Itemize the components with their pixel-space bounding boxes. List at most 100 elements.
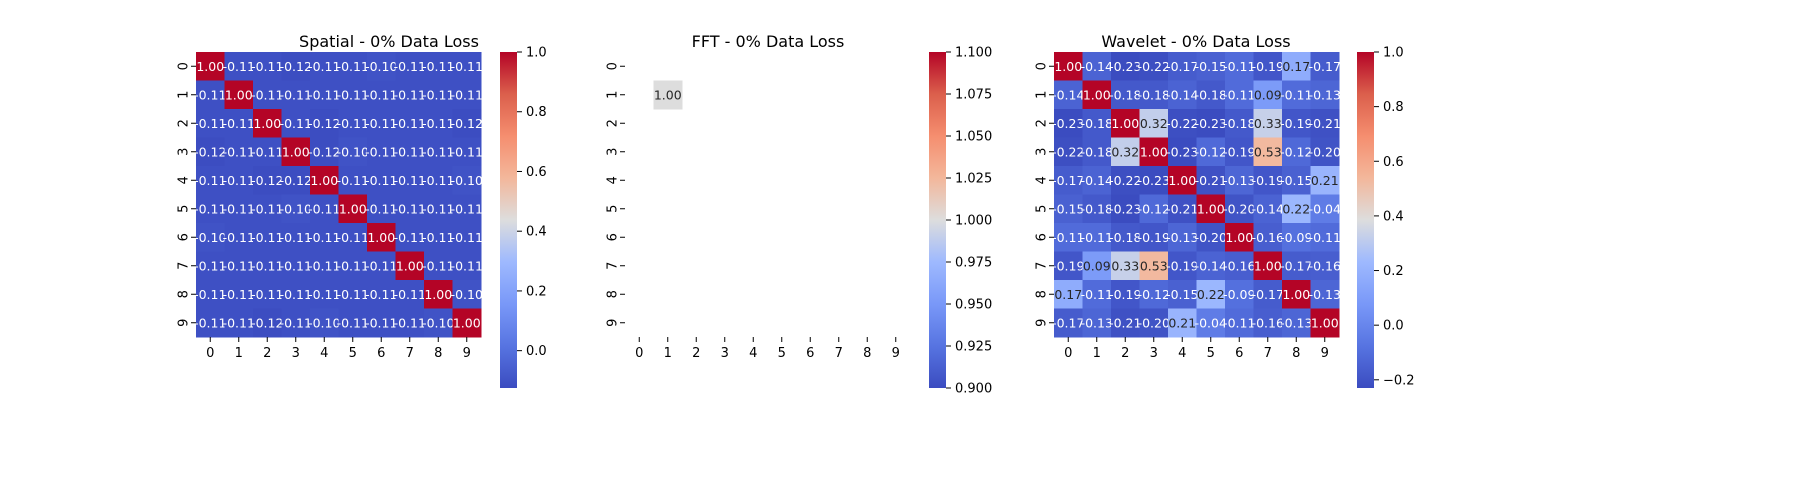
spatial-cell-r1-c2 [253, 80, 282, 110]
spatial-cell-r5-c6 [367, 194, 396, 224]
fft-cell-r1-c1 [653, 80, 683, 110]
wavelet-cell-label: 0.22 [1197, 287, 1225, 302]
spatial-colorbar-tick-label: 1.0 [526, 46, 547, 61]
spatial-cell-r1-c3 [281, 80, 311, 110]
spatial-cell-label: 1.00 [253, 116, 281, 131]
spatial-y-tick-label: 7 [177, 262, 192, 270]
wavelet-cell-label: -0.19 [1280, 116, 1312, 131]
wavelet-cell-r4-c8 [1282, 166, 1311, 195]
fft-x-tick-label: 7 [835, 346, 843, 361]
spatial-cell-label: -0.11 [394, 116, 426, 131]
fft-colorbar-tick-label: 1.025 [955, 172, 992, 187]
wavelet-cell-label: -0.17 [1252, 287, 1284, 302]
wavelet-cell-label: -0.11 [1223, 87, 1255, 102]
fft-colorbar-tick-label: 1.000 [955, 214, 992, 229]
wavelet-cell-label: -0.17 [1052, 315, 1084, 330]
wavelet-cell-label: -0.16 [1252, 230, 1284, 245]
wavelet-cell-label: 0.17 [1282, 59, 1310, 74]
wavelet-cell-r7-c5 [1196, 251, 1226, 281]
wavelet-cell-r7-c1 [1082, 251, 1112, 281]
spatial-cell-label: -0.11 [251, 144, 283, 159]
spatial-cell-label: -0.11 [422, 173, 454, 188]
fft-colorbar-tick-label: 1.075 [955, 88, 992, 103]
fft-y-tick-label: 0 [606, 62, 621, 70]
wavelet-x-tick-label: 3 [1150, 346, 1158, 361]
wavelet-cell-r2-c6 [1225, 109, 1254, 138]
spatial-cell-r7-c4 [310, 251, 339, 281]
wavelet-cell-r1-c1 [1082, 80, 1112, 110]
spatial-cell-label: 1.00 [225, 87, 253, 102]
spatial-y-tick-label: 3 [177, 148, 192, 156]
wavelet-chart-title: Wavelet - 0% Data Loss [1101, 32, 1290, 51]
wavelet-cell-label: -0.13 [1166, 230, 1198, 245]
spatial-x-tick-label: 5 [349, 346, 357, 361]
spatial-cell-label: -0.11 [308, 230, 340, 245]
wavelet-cell-r2-c2 [1111, 109, 1140, 138]
spatial-cell-label: -0.11 [394, 287, 426, 302]
spatial-cell-r5-c2 [253, 194, 282, 224]
wavelet-cell-r9-c4 [1168, 308, 1197, 338]
spatial-cell-r3-c0 [196, 137, 225, 167]
spatial-cell-label: -0.11 [337, 87, 369, 102]
spatial-cell-label: -0.11 [337, 230, 369, 245]
spatial-cell-label: -0.11 [251, 230, 283, 245]
wavelet-colorbar-tick-label: 0.8 [1383, 100, 1404, 115]
spatial-cell-label: -0.11 [365, 315, 397, 330]
wavelet-cell-label: -0.23 [1109, 59, 1141, 74]
spatial-cell-r2-c7 [395, 109, 425, 138]
wavelet-cell-r9-c9 [1310, 308, 1340, 338]
spatial-cell-r9-c0 [196, 308, 225, 338]
spatial-y-tick-label: 8 [177, 290, 192, 298]
wavelet-cell-r0-c9 [1310, 52, 1340, 81]
spatial-cell-label: -0.11 [394, 173, 426, 188]
wavelet-cell-r6-c1 [1082, 223, 1112, 252]
wavelet-cell-label: 0.33 [1254, 116, 1282, 131]
fft-x-tick-label: 9 [892, 346, 900, 361]
wavelet-y-tick-label: 3 [1035, 148, 1050, 156]
fft-x-tick-label: 8 [863, 346, 871, 361]
wavelet-cell-label: -0.17 [1309, 59, 1341, 74]
spatial-cell-label: -0.11 [365, 258, 397, 273]
spatial-cell-label: -0.11 [337, 59, 369, 74]
spatial-cell-r9-c6 [367, 308, 396, 338]
spatial-cell-r5-c8 [424, 194, 453, 224]
wavelet-cell-r5-c2 [1111, 194, 1140, 224]
spatial-cell-r4-c1 [224, 166, 254, 195]
spatial-cell-label: -0.10 [308, 315, 340, 330]
wavelet-cell-r0-c4 [1168, 52, 1197, 81]
spatial-colorbar-tick-label: 0.6 [526, 165, 547, 180]
wavelet-cell-label: -0.16 [1309, 258, 1341, 273]
wavelet-cell-label: -0.18 [1138, 87, 1170, 102]
spatial-cell-r4-c2 [253, 166, 282, 195]
wavelet-cell-r9-c6 [1225, 308, 1254, 338]
spatial-cell-label: -0.11 [280, 315, 312, 330]
wavelet-cell-label: -0.11 [1223, 315, 1255, 330]
wavelet-cell-label: 1.00 [1311, 315, 1339, 330]
spatial-y-tick-label: 6 [177, 233, 192, 241]
wavelet-cell-label: -0.18 [1081, 201, 1113, 216]
spatial-cell-r1-c1 [224, 80, 254, 110]
wavelet-cell-r0-c5 [1196, 52, 1226, 81]
spatial-cell-r7-c2 [253, 251, 282, 281]
spatial-cell-r9-c3 [281, 308, 311, 338]
spatial-cell-label: -0.11 [223, 315, 255, 330]
wavelet-cell-r9-c7 [1253, 308, 1283, 338]
fft-x-tick-label: 2 [692, 346, 700, 361]
spatial-cell-r6-c3 [281, 223, 311, 252]
spatial-cell-r8-c0 [196, 280, 225, 309]
wavelet-cell-r6-c4 [1168, 223, 1197, 252]
spatial-cell-label: -0.10 [365, 59, 397, 74]
spatial-x-tick-label: 9 [463, 346, 471, 361]
spatial-x-tick-label: 3 [292, 346, 300, 361]
wavelet-cell-r3-c9 [1310, 137, 1340, 167]
wavelet-x-tick-label: 0 [1064, 346, 1072, 361]
fft-chart-title: FFT - 0% Data Loss [692, 32, 845, 51]
wavelet-cell-r5-c9 [1310, 194, 1340, 224]
wavelet-cell-label: 0.09 [1254, 87, 1282, 102]
fft-y-tick-label: 8 [606, 290, 621, 298]
fft-x-tick-label: 4 [749, 346, 757, 361]
spatial-cell-r3-c7 [395, 137, 425, 167]
spatial-cell-label: -0.11 [194, 87, 226, 102]
wavelet-y-tick-label: 8 [1035, 290, 1050, 298]
spatial-cell-r8-c3 [281, 280, 311, 309]
